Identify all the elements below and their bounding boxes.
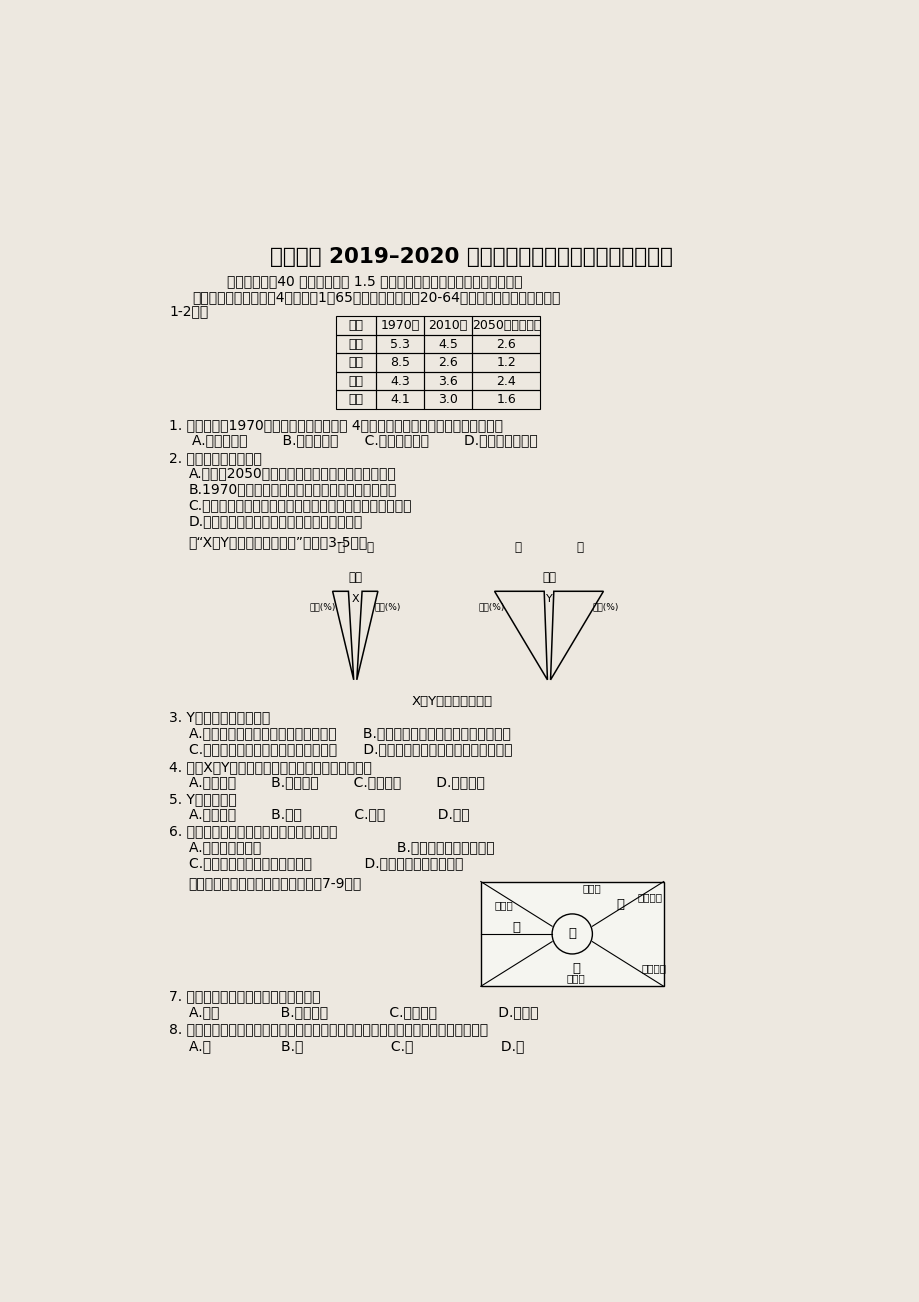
Text: 5. Y国可能为：: 5. Y国可能为：	[169, 792, 237, 806]
Text: X、Y两国人口金字塔: X、Y两国人口金字塔	[411, 695, 493, 708]
Bar	[424, 372, 471, 391]
Text: B.1970年乙国老龄人口比重最小，但上升速度最快: B.1970年乙国老龄人口比重最小，但上升速度最快	[188, 482, 397, 496]
Bar	[335, 316, 376, 335]
Text: 年龄: 年龄	[348, 570, 362, 583]
Text: 2050年（预计）: 2050年（预计）	[471, 319, 540, 332]
Text: 泗县一中 2019–2020 学年度第二学期高一地理质量检测卷: 泗县一中 2019–2020 学年度第二学期高一地理质量检测卷	[270, 247, 672, 267]
Text: 2.4: 2.4	[496, 375, 516, 388]
Text: 男: 男	[514, 540, 521, 553]
Text: 2. 下列说法正确的是：: 2. 下列说法正确的是：	[169, 452, 262, 465]
Text: A.扇形              B.同心圆形              C.多核心式              D.条带状: A.扇形 B.同心圆形 C.多核心式 D.条带状	[188, 1005, 538, 1018]
Text: 文化区: 文化区	[494, 900, 513, 910]
Text: 3.6: 3.6	[437, 375, 458, 388]
Text: A.劳动力过剩        B.人口老龄化      C.人口增长过快        D.人口性别比失调: A.劳动力过剩 B.人口老龄化 C.人口增长过快 D.人口性别比失调	[192, 434, 538, 448]
Text: 女: 女	[576, 540, 583, 553]
Bar	[424, 391, 471, 409]
Bar	[335, 335, 376, 353]
Text: 轻工业区: 轻工业区	[641, 963, 665, 974]
Text: 一、选择题（40 小题，每小题 1.5 分，每题只有一个选项最符合题意。）: 一、选择题（40 小题，每小题 1.5 分，每题只有一个选项最符合题意。）	[227, 273, 522, 288]
Text: 8. 若在该城市建立一集零售、娱乐、餐饮、办公于一体的高层建筑，应布局在何处：: 8. 若在该城市建立一集零售、娱乐、餐饮、办公于一体的高层建筑，应布局在何处：	[169, 1022, 488, 1035]
Bar	[481, 881, 663, 987]
Bar	[376, 316, 424, 335]
Text: 旅游区: 旅游区	[582, 883, 600, 893]
Text: 3.0: 3.0	[437, 393, 458, 406]
Text: 4. 造成X、Y两国人口增长模式差异的根本原因是：: 4. 造成X、Y两国人口增长模式差异的根本原因是：	[169, 760, 371, 773]
Bar	[471, 316, 539, 335]
Bar	[471, 335, 539, 353]
Text: D.丁国劳动力比重一直偏低，且下降速度最慢: D.丁国劳动力比重一直偏低，且下降速度最慢	[188, 514, 362, 529]
Text: 年龄: 年龄	[541, 570, 555, 583]
Text: 甲: 甲	[616, 898, 624, 911]
Text: 1-2题。: 1-2题。	[169, 305, 209, 318]
Text: 下表为甲、乙、丙、业4个国家每1佭65岁以上人口对应的20-64岁人口数量，读下表，完成: 下表为甲、乙、丙、业4个国家每1佭65岁以上人口对应的20-64岁人口数量，读下…	[192, 290, 561, 305]
Text: C.低出生率、高死亡率、低自然增长率      D.低出生率、低死亡率、低自然增长率: C.低出生率、高死亡率、低自然增长率 D.低出生率、低死亡率、低自然增长率	[188, 742, 512, 756]
Text: 甲国: 甲国	[348, 337, 363, 350]
Text: 4.1: 4.1	[390, 393, 410, 406]
Text: 1. 表中反映出1970年后，甲、乙、丙、丁 4个国家将接连出现的主要人口问题为：: 1. 表中反映出1970年后，甲、乙、丙、丁 4个国家将接连出现的主要人口问题为…	[169, 418, 503, 432]
Text: 丁国: 丁国	[348, 393, 363, 406]
Bar	[424, 335, 471, 353]
Text: 比重(%): 比重(%)	[375, 602, 401, 611]
Text: 2.6: 2.6	[496, 337, 516, 350]
Text: 乙国: 乙国	[348, 357, 363, 368]
Text: 国家: 国家	[348, 319, 363, 332]
Text: 重工业区: 重工业区	[637, 892, 662, 902]
Text: 2010年: 2010年	[428, 319, 468, 332]
Text: 男: 男	[337, 540, 344, 553]
Text: A.甲                B.乙                    C.丙                    D.丁: A.甲 B.乙 C.丙 D.丁	[188, 1039, 524, 1053]
Text: C.丙国可以通过实行计划生育，控制人口数量来缓解该问题: C.丙国可以通过实行计划生育，控制人口数量来缓解该问题	[188, 499, 412, 512]
Text: 5.3: 5.3	[390, 337, 410, 350]
Bar	[471, 391, 539, 409]
Text: A.经济水平        B.教育水平        C.历史条件        D.自然条件: A.经济水平 B.教育水平 C.历史条件 D.自然条件	[188, 775, 484, 789]
Text: 3. Y国人口增长特点是：: 3. Y国人口增长特点是：	[169, 711, 270, 725]
Text: X: X	[351, 595, 358, 604]
Text: 读“X、Y两国人口金字塔图”，完成3-5题。: 读“X、Y两国人口金字塔图”，完成3-5题。	[188, 535, 368, 549]
Text: 乙: 乙	[512, 922, 520, 935]
Bar	[424, 316, 471, 335]
Text: 2.6: 2.6	[437, 357, 458, 368]
Text: 住宅区: 住宅区	[566, 974, 584, 983]
Bar	[471, 372, 539, 391]
Bar	[335, 372, 376, 391]
Text: 丙: 丙	[568, 927, 575, 940]
Circle shape	[551, 914, 592, 954]
Bar	[376, 391, 424, 409]
Text: 女: 女	[366, 540, 373, 553]
Text: 丁: 丁	[572, 962, 580, 975]
Text: 1.6: 1.6	[496, 393, 516, 406]
Text: 1970年: 1970年	[380, 319, 419, 332]
Text: A.高出生率、高死亡率、高自然增长率      B.高出生率、低死亡率、高自然增长率: A.高出生率、高死亡率、高自然增长率 B.高出生率、低死亡率、高自然增长率	[188, 727, 510, 740]
Text: 4.5: 4.5	[437, 337, 458, 350]
Text: A.预测到2050年，该人口问题最严重的国家为甲国: A.预测到2050年，该人口问题最严重的国家为甲国	[188, 466, 396, 479]
Text: 比重(%): 比重(%)	[592, 602, 618, 611]
Text: 读某大城市功能分区分布简图，完成7-9题。: 读某大城市功能分区分布简图，完成7-9题。	[188, 876, 361, 891]
Text: C.人口地区分布不均，西多东少            D.人口增长模式为现代型: C.人口地区分布不均，西多东少 D.人口增长模式为现代型	[188, 857, 462, 870]
Text: Y: Y	[545, 595, 551, 604]
Text: 6. 对目前中国人口状况的叙述，正确的是：: 6. 对目前中国人口状况的叙述，正确的是：	[169, 824, 337, 838]
Bar	[335, 391, 376, 409]
Text: A.人口严重老龄化                               B.人口多，自然增长率高: A.人口严重老龄化 B.人口多，自然增长率高	[188, 840, 494, 854]
Bar	[424, 353, 471, 372]
Text: 4.3: 4.3	[390, 375, 410, 388]
Bar	[376, 335, 424, 353]
Text: 7. 从城市功能分区的结构看，应属于：: 7. 从城市功能分区的结构看，应属于：	[169, 990, 321, 1004]
Bar	[376, 372, 424, 391]
Text: 比重(%): 比重(%)	[478, 602, 505, 611]
Bar	[376, 353, 424, 372]
Text: 1.2: 1.2	[496, 357, 516, 368]
Bar	[471, 353, 539, 372]
Text: 丙国: 丙国	[348, 375, 363, 388]
Text: 比重(%): 比重(%)	[309, 602, 335, 611]
Text: 8.5: 8.5	[390, 357, 410, 368]
Text: A.尼日利亚        B.印度            C.泰国            D.日本: A.尼日利亚 B.印度 C.泰国 D.日本	[188, 807, 469, 822]
Bar	[335, 353, 376, 372]
